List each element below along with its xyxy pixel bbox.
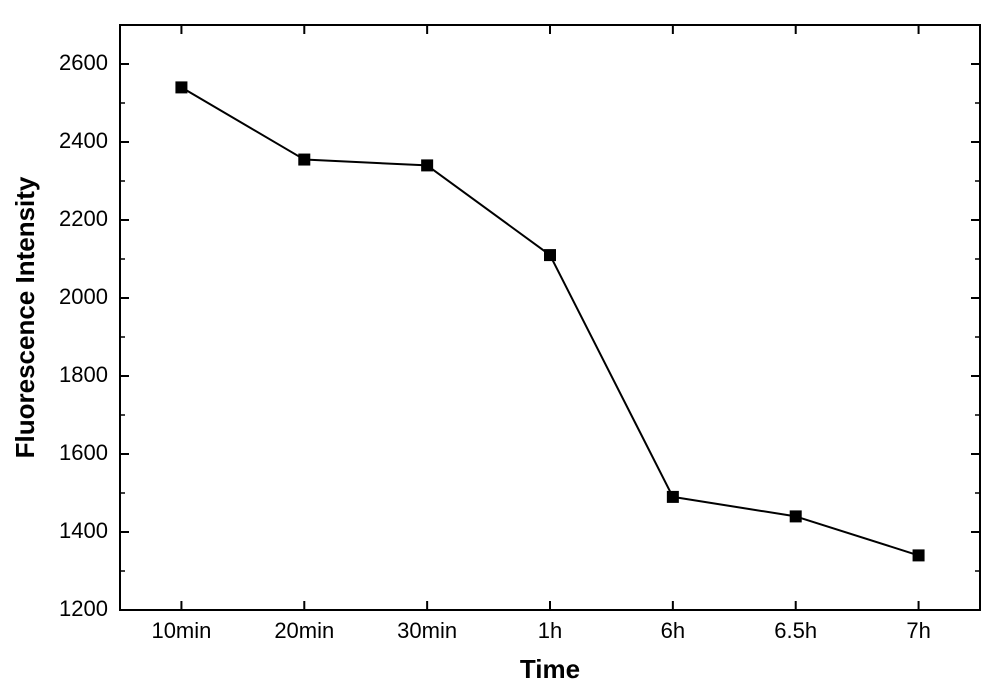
svg-text:6.5h: 6.5h	[774, 618, 817, 643]
svg-text:10min: 10min	[151, 618, 211, 643]
chart-container: 1200 1400 1600 1800 2000 2200 2400 2600 10min 20m…	[0, 0, 1000, 698]
svg-text:1h: 1h	[538, 618, 562, 643]
svg-text:1600: 1600	[59, 440, 108, 465]
svg-text:Fluorescence Intensity: Fluorescence Intensity	[10, 176, 40, 458]
svg-text:Time: Time	[520, 654, 580, 684]
svg-text:6h: 6h	[661, 618, 685, 643]
svg-text:2000: 2000	[59, 284, 108, 309]
svg-text:1400: 1400	[59, 518, 108, 543]
svg-text:2200: 2200	[59, 206, 108, 231]
svg-text:7h: 7h	[906, 618, 930, 643]
svg-text:1800: 1800	[59, 362, 108, 387]
svg-text:2400: 2400	[59, 128, 108, 153]
svg-text:30min: 30min	[397, 618, 457, 643]
svg-text:1200: 1200	[59, 596, 108, 621]
svg-text:20min: 20min	[274, 618, 334, 643]
svg-text:2600: 2600	[59, 50, 108, 75]
line-chart: 1200 1400 1600 1800 2000 2200 2400 2600 10min 20m…	[0, 0, 1000, 698]
